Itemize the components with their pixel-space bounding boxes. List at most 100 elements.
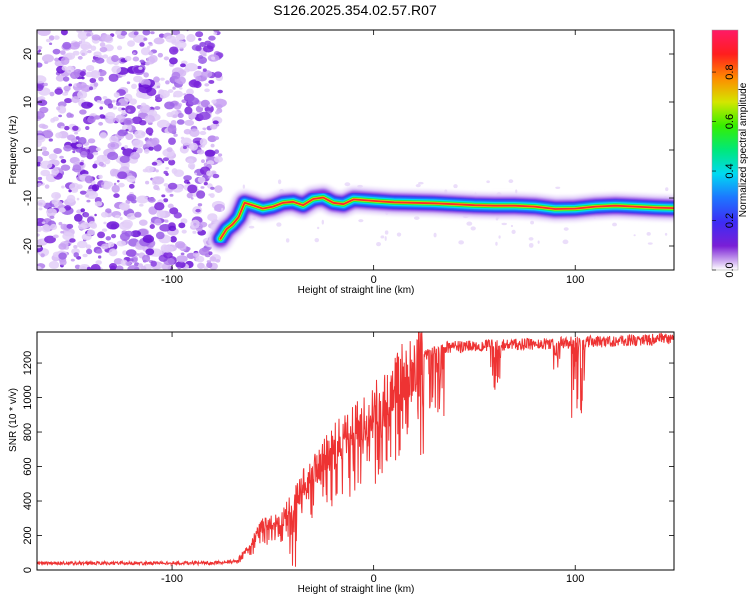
noise-speckle (158, 33, 165, 38)
noise-speckle (140, 102, 147, 107)
noise-speckle (95, 249, 103, 254)
noise-speckle (58, 252, 67, 260)
noise-speckle (37, 135, 46, 143)
spectrogram-noise-region (37, 30, 669, 270)
noise-speckle (66, 194, 76, 203)
noise-speckle (196, 149, 205, 155)
colorbar-swatch (712, 30, 738, 270)
noise-speckle (154, 218, 162, 226)
noise-speckle (380, 235, 385, 239)
noise-speckle (60, 125, 65, 129)
noise-speckle (184, 63, 198, 72)
noise-speckle (168, 159, 176, 166)
noise-speckle (204, 149, 216, 157)
noise-speckle (132, 56, 140, 62)
noise-speckle (192, 252, 200, 258)
noise-speckle (215, 104, 223, 109)
noise-speckle (44, 184, 50, 189)
noise-speckle (510, 224, 514, 228)
noise-speckle (80, 221, 91, 229)
noise-speckle (180, 137, 192, 146)
noise-speckle (111, 55, 119, 62)
noise-speckle (204, 88, 210, 93)
noise-speckle (131, 116, 143, 125)
noise-speckle (203, 181, 208, 186)
noise-speckle (203, 266, 208, 270)
noise-speckle (113, 193, 120, 198)
spectrogram-x-ticks: -100 0 100 (161, 30, 584, 286)
noise-speckle (136, 195, 149, 204)
noise-speckle (118, 202, 130, 211)
noise-speckle (106, 221, 120, 230)
noise-speckle (154, 106, 161, 110)
noise-speckle (111, 233, 117, 239)
noise-speckle (209, 124, 218, 130)
noise-speckle (99, 114, 106, 119)
noise-speckle (172, 114, 178, 118)
noise-speckle (180, 252, 185, 256)
snr-x-axis-label: Height of straight line (km) (298, 584, 415, 595)
figure-title: S126.2025.354.02.57.R07 (273, 2, 437, 18)
noise-speckle (466, 221, 473, 226)
noise-speckle (314, 238, 320, 243)
noise-speckle (167, 203, 174, 209)
noise-speckle (134, 211, 142, 218)
noise-speckle (80, 95, 84, 98)
noise-speckle (60, 230, 64, 234)
noise-speckle (139, 203, 144, 207)
noise-speckle (197, 203, 203, 207)
noise-speckle (137, 263, 144, 268)
noise-speckle (80, 151, 88, 158)
noise-speckle (415, 183, 421, 188)
noise-speckle (221, 207, 224, 212)
noise-speckle (150, 260, 157, 267)
noise-speckle (174, 102, 178, 106)
noise-speckle (384, 230, 389, 235)
noise-speckle (285, 238, 290, 243)
x-tick-label: -100 (161, 274, 183, 286)
noise-speckle (49, 91, 55, 97)
noise-speckle (117, 106, 123, 112)
noise-speckle (37, 219, 40, 223)
noise-speckle (537, 240, 540, 244)
noise-speckle (43, 82, 48, 87)
noise-speckle (213, 31, 218, 35)
noise-speckle (142, 30, 151, 36)
noise-speckle (57, 201, 63, 206)
colorbar-tick-label: 0.2 (724, 213, 736, 228)
noise-speckle (344, 182, 351, 187)
noise-speckle (458, 240, 465, 245)
x-tick-label: 0 (371, 573, 377, 585)
noise-speckle (172, 86, 176, 90)
noise-speckle (105, 236, 112, 241)
noise-speckle (37, 99, 48, 106)
noise-speckle (49, 223, 58, 231)
noise-speckle (64, 97, 73, 104)
noise-speckle (396, 232, 402, 237)
noise-speckle (125, 261, 132, 266)
noise-speckle (92, 151, 99, 156)
noise-speckle (171, 30, 181, 36)
noise-speckle (56, 106, 61, 111)
y-tick-label: -20 (22, 238, 34, 254)
noise-speckle (187, 162, 196, 169)
noise-speckle (97, 255, 102, 259)
noise-speckle (77, 55, 83, 60)
noise-speckle (37, 84, 44, 92)
noise-speckle (97, 231, 106, 239)
noise-speckle (37, 182, 42, 187)
noise-speckle (161, 194, 166, 198)
noise-speckle (130, 230, 141, 238)
noise-speckle (127, 109, 131, 113)
noise-speckle (40, 160, 53, 169)
noise-speckle (58, 207, 66, 213)
noise-speckle (186, 247, 191, 251)
noise-speckle (182, 145, 187, 150)
noise-speckle (93, 115, 101, 120)
noise-speckle (58, 114, 63, 118)
noise-speckle (131, 199, 137, 204)
noise-speckle (121, 110, 127, 115)
snr-x-ticks: -100 0 100 (161, 332, 584, 585)
snr-y-axis-label: SNR (10 * v/v) (8, 388, 19, 452)
noise-speckle (153, 184, 160, 190)
